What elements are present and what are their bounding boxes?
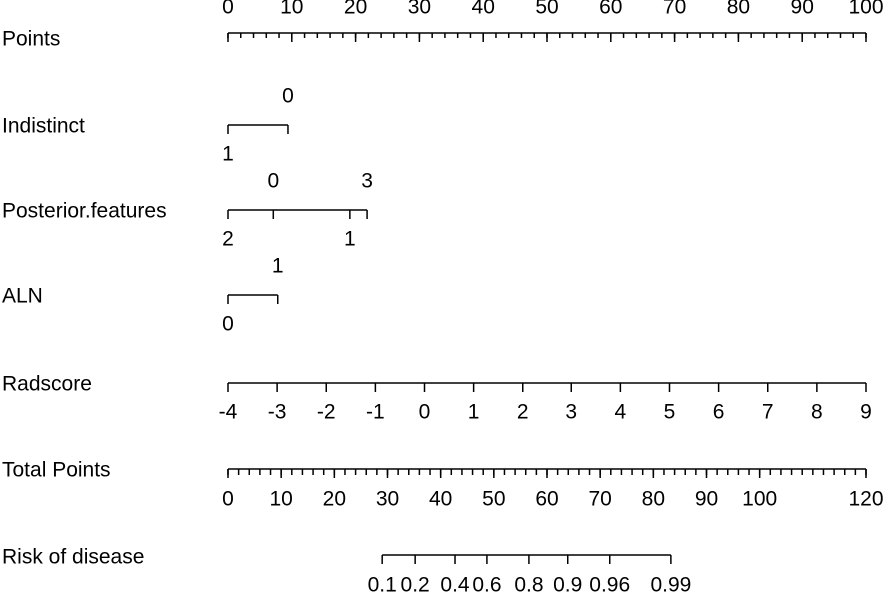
level-label: 1 [344,228,356,251]
level-label: 8 [811,401,823,424]
tick-label: 100 [742,488,777,511]
tick-label: 30 [408,0,431,19]
tick-label: 90 [791,0,814,19]
tick-label: 60 [599,0,622,19]
tick-label: 0.9 [553,574,582,596]
tick-label: 100 [848,0,883,19]
level-label: 1 [468,401,480,424]
level-label: 6 [713,401,725,424]
tick-label: 0.4 [440,574,470,596]
tick-label: 40 [472,0,495,19]
tick-label: 60 [535,488,558,511]
level-label: -4 [219,401,238,424]
tick-label: 70 [588,488,611,511]
tick-label: 10 [269,488,292,511]
tick-label: 20 [323,488,346,511]
level-label: 0 [267,170,279,193]
level-label: 1 [222,143,234,166]
tick-label: 80 [727,0,750,19]
level-label: 7 [762,401,774,424]
tick-label: 0.99 [650,574,691,596]
tick-label: 0.6 [472,574,501,596]
tick-label: 70 [663,0,686,19]
level-label: 2 [517,401,529,424]
tick-label: 20 [344,0,367,19]
row-label: Indistinct [2,115,85,138]
row-label: Risk of disease [2,546,144,569]
tick-label: 0.8 [514,574,543,596]
row-label: Points [2,28,60,51]
tick-label: 80 [642,488,665,511]
tick-label: 40 [429,488,452,511]
level-label: 0 [282,85,294,108]
tick-label: 0.96 [589,574,630,596]
row-label: ALN [2,285,43,308]
tick-label: 90 [695,488,718,511]
level-label: -1 [366,401,385,424]
row-label: Radscore [2,373,92,396]
level-label: 9 [860,401,872,424]
level-label: 1 [272,255,284,278]
tick-label: 50 [535,0,558,19]
tick-label: 30 [376,488,399,511]
tick-label: 120 [848,488,883,511]
level-label: 0 [222,313,234,336]
tick-label: 50 [482,488,505,511]
level-label: -2 [317,401,336,424]
level-label: 3 [361,170,373,193]
tick-label: 0 [222,0,234,19]
tick-label: 0.2 [401,574,430,596]
level-label: 5 [664,401,676,424]
level-label: 4 [615,401,627,424]
row-label: Total Points [2,459,111,482]
level-label: 2 [222,228,234,251]
tick-label: 0 [222,488,234,511]
level-label: 0 [419,401,431,424]
row-label: Posterior.features [2,200,167,223]
level-label: -3 [268,401,287,424]
level-label: 3 [565,401,577,424]
tick-label: 10 [280,0,303,19]
tick-label: 0.1 [368,574,397,596]
